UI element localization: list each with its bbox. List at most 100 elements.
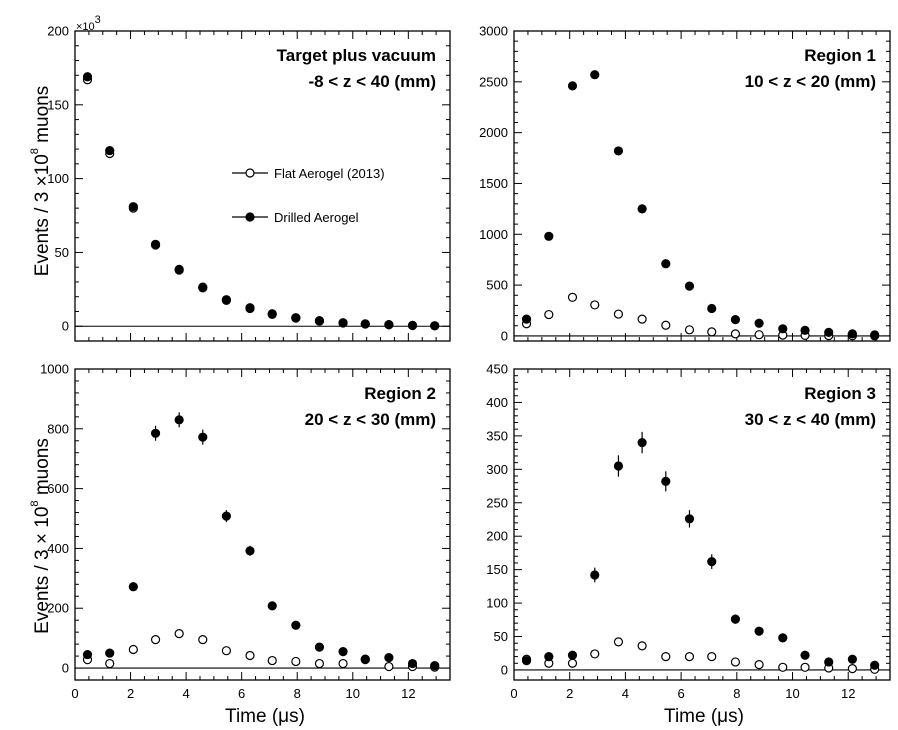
- target-title: Target plus vacuum: [277, 46, 436, 65]
- region1-title: Region 1: [804, 46, 876, 65]
- panel-region3: 0 50 100 150 200 250 300 350 400 450 0 2 4 6 8 10 12 Regi…: [486, 362, 891, 701]
- region3-ytick-label: 50: [494, 629, 508, 644]
- region3-ytick-label: 0: [501, 662, 508, 677]
- x-axis-label-left: Time (μs): [225, 706, 305, 727]
- y-axis-label-bottom: Events / 3 × 108 muons: [29, 438, 53, 634]
- target-subtitle: -8 < z < 40 (mm): [308, 72, 436, 91]
- region2-drilled-point: [105, 648, 115, 658]
- region1-ytick-label: 1500: [479, 176, 508, 191]
- region1-drilled-point: [521, 314, 532, 324]
- region2-drilled-point: [82, 649, 93, 660]
- region1-drilled-point: [847, 329, 858, 339]
- legend-drilled-marker: [245, 212, 255, 222]
- region1-drilled-point: [684, 281, 695, 291]
- y-multiplier-base: ×10: [76, 21, 95, 33]
- region1-drilled-point: [730, 315, 741, 325]
- region1-drilled-point: [870, 330, 880, 340]
- region1-drilled-point: [637, 204, 647, 214]
- region1-drilled-point: [800, 325, 810, 335]
- region2-drilled-point: [198, 432, 208, 442]
- region2-ytick-label: 400: [47, 541, 69, 556]
- region1-flat-point: [730, 329, 741, 339]
- region3-subtitle: 30 < z < 40 (mm): [745, 410, 876, 429]
- region1-ytick-label: 2500: [479, 74, 508, 89]
- region3-xtick-label: 8: [733, 686, 740, 701]
- region1-drilled-point: [567, 81, 578, 91]
- region3-drilled-point: [590, 570, 600, 580]
- region3-flat-point: [800, 662, 810, 672]
- region1-frame: [513, 30, 891, 342]
- region3-flat-point: [637, 641, 647, 651]
- legend-flat-marker: [245, 168, 255, 178]
- region2-flat-point: [245, 650, 255, 661]
- region3-drilled-point: [824, 657, 834, 667]
- svg-text:Events / 3 ×108 muons: Events / 3 ×108 muons: [29, 86, 53, 276]
- region2-drilled-point: [291, 620, 301, 630]
- region3-drilled-point: [661, 476, 671, 486]
- region2-drilled-point: [314, 642, 325, 652]
- region3-drilled-point: [707, 557, 717, 567]
- region2-drilled-point: [384, 652, 394, 663]
- region3-flat-point: [847, 664, 858, 674]
- region3-flat-point: [707, 651, 717, 662]
- region1-ytick-label: 0: [501, 328, 508, 343]
- target-drilled-point: [198, 282, 208, 292]
- region2-drilled-point: [174, 415, 184, 425]
- region1-drilled-point: [778, 324, 788, 334]
- y-axis-label-bottom-suffix: muons: [32, 438, 53, 495]
- region2-drilled-point: [128, 582, 138, 592]
- region2-xtick-label: 10: [346, 686, 360, 701]
- region2-flat-point: [291, 656, 301, 667]
- target-ytick-label: 100: [47, 171, 69, 186]
- region2-title: Region 2: [364, 384, 436, 403]
- region3-xtick-label: 2: [566, 686, 573, 701]
- target-ytick-label: 150: [47, 97, 69, 112]
- y-axis-label-bottom-main: Events / 3 × 10: [32, 507, 53, 634]
- region3-flat-point: [778, 662, 788, 672]
- region1-flat-point: [684, 325, 695, 335]
- region1-flat-point: [567, 292, 578, 302]
- region3-drilled-point: [521, 656, 532, 666]
- region3-flat-point: [567, 658, 578, 668]
- region2-xtick-label: 2: [127, 686, 134, 701]
- region3-ytick-label: 400: [486, 395, 508, 410]
- region1-drilled-point: [661, 259, 671, 269]
- region3-xtick-label: 0: [510, 686, 517, 701]
- region3-drilled-point: [870, 660, 880, 670]
- region2-xtick-label: 8: [294, 686, 301, 701]
- region3-flat-point: [754, 660, 764, 670]
- legend-drilled-label: Drilled Aerogel: [274, 210, 359, 225]
- region3-xtick-label: 6: [677, 686, 684, 701]
- target-drilled-point: [150, 239, 161, 249]
- y-axis-label-top-main: Events / 3 ×10: [32, 154, 53, 276]
- y-multiplier-exp: 3: [95, 14, 101, 26]
- region2-drilled-point: [338, 646, 348, 657]
- region3-ytick-label: 100: [486, 596, 508, 611]
- target-drilled-point: [82, 72, 93, 82]
- region2-ytick-label: 1000: [40, 362, 69, 377]
- target-drilled-point: [314, 316, 325, 326]
- target-ytick-label: 200: [47, 24, 69, 39]
- region1-flat-point: [754, 330, 764, 340]
- legend: Flat Aerogel (2013) Drilled Aerogel: [232, 166, 385, 225]
- region2-drilled-point: [150, 428, 161, 438]
- region1-drilled-point: [707, 303, 717, 314]
- region3-ytick-label: 350: [486, 428, 508, 443]
- region3-flat-point: [613, 637, 624, 647]
- region2-subtitle: 20 < z < 30 (mm): [305, 410, 436, 429]
- region3-drilled-point: [637, 437, 647, 448]
- y-axis-label-top: Events / 3 ×108 muons: [29, 86, 53, 276]
- region3-drilled-point: [847, 654, 858, 664]
- region2-drilled-point: [407, 658, 418, 669]
- target-drilled-point: [384, 320, 394, 330]
- region2-drilled-point: [245, 546, 255, 556]
- region2-ytick-label: 200: [47, 601, 69, 616]
- target-drilled-point: [360, 319, 370, 329]
- legend-flat-label: Flat Aerogel (2013): [274, 166, 385, 181]
- region3-flat-point: [661, 651, 671, 662]
- region1-flat-point: [637, 314, 647, 324]
- region3-drilled-point: [613, 461, 624, 471]
- y-axis-label-bottom-exp: 8: [29, 500, 41, 506]
- region3-drilled-point: [730, 614, 741, 624]
